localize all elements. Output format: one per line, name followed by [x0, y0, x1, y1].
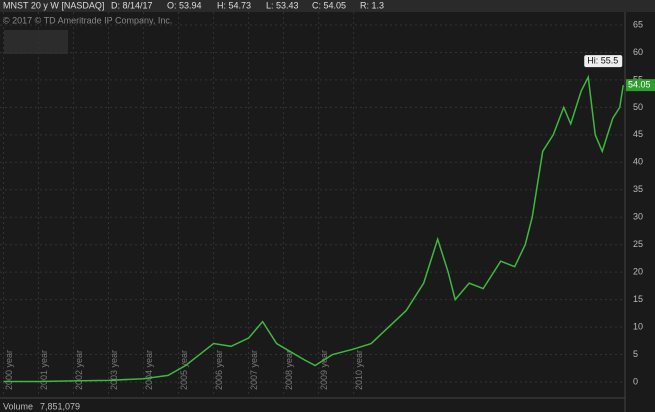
y-tick-label: 0: [633, 376, 638, 386]
y-tick-label: 60: [633, 47, 643, 57]
x-tick-label: 2004 year: [144, 350, 154, 390]
x-tick-label: 2005 year: [179, 350, 189, 390]
x-tick-label: 2008 year: [284, 350, 294, 390]
x-tick-label: 2009 year: [319, 350, 329, 390]
y-tick-label: 50: [633, 102, 643, 112]
close: C: 54.05: [312, 0, 346, 10]
y-tick-label: 15: [633, 294, 643, 304]
low: L: 53.43: [266, 0, 299, 10]
x-tick-label: 2007 year: [249, 350, 259, 390]
price-label: 54.05: [628, 80, 651, 90]
x-tick-label: 2002 year: [74, 350, 84, 390]
y-tick-label: 5: [633, 349, 638, 359]
y-tick-label: 35: [633, 184, 643, 194]
symbol: MNST 20 y W [NASDAQ]: [3, 0, 104, 10]
x-tick-label: 2010 year: [354, 350, 364, 390]
header-bar: [0, 0, 655, 12]
range: R: 1.3: [360, 0, 384, 10]
high: H: 54.73: [217, 0, 251, 10]
x-tick-label: 2001 year: [39, 350, 49, 390]
x-tick-label: 2000 year: [4, 350, 14, 390]
y-tick-label: 20: [633, 267, 643, 277]
volume-label: Volume: [3, 401, 33, 411]
logo: [4, 30, 68, 54]
hi-label: Hi: 55.5: [587, 56, 618, 66]
price-box: [626, 79, 655, 92]
date: D: 8/14/17: [111, 0, 153, 10]
price-line: [3, 74, 624, 383]
y-tick-label: 45: [633, 129, 643, 139]
y-tick-label: 30: [633, 212, 643, 222]
y-tick-label: 25: [633, 239, 643, 249]
open: O: 53.94: [167, 0, 202, 10]
y-tick-label: 40: [633, 157, 643, 167]
y-tick-label: 65: [633, 19, 643, 29]
y-tick-label: 10: [633, 321, 643, 331]
volume-value: 7,851,079: [40, 401, 80, 411]
copyright: © 2017 © TD Ameritrade IP Company, Inc.: [3, 15, 172, 25]
x-tick-label: 2003 year: [109, 350, 119, 390]
hi-box: [584, 55, 623, 68]
x-tick-label: 2006 year: [214, 350, 224, 390]
